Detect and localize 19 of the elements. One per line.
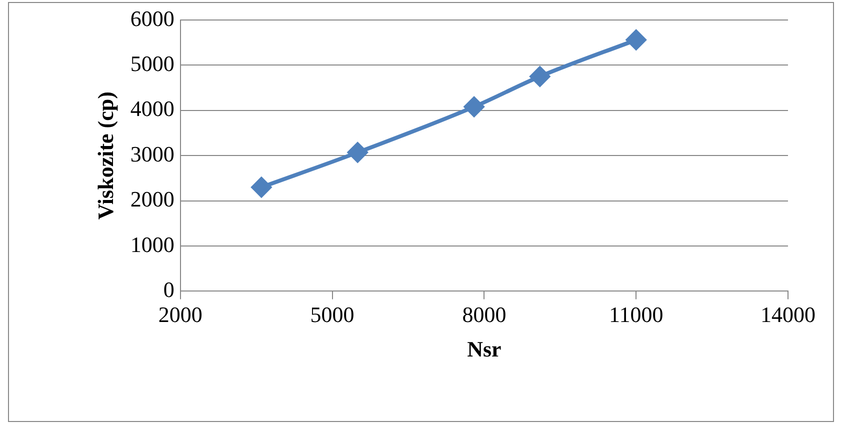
x-tick-label: 2000 [158,302,202,328]
point [251,177,272,198]
y-tick-label: 4000 [130,96,174,122]
point [348,142,368,162]
x-tick-label: 5000 [310,302,354,328]
y-tick-label: 1000 [130,232,174,257]
y-tick-label: 2000 [130,186,174,212]
y-axis-title: Viskozite (cp) [92,92,118,220]
y-tick-label: 5000 [130,50,174,76]
point [626,30,646,50]
point [464,96,484,117]
y-tick-label: 6000 [130,6,174,31]
y-tick-label: 0 [163,276,174,302]
y-tick-label: 3000 [130,141,174,166]
x-tick-label: 14000 [760,302,816,328]
x-axis-title: Nsr [467,336,502,362]
point [530,66,550,86]
x-tick-label: 11000 [609,302,664,328]
x-tick-label: 8000 [462,302,506,328]
